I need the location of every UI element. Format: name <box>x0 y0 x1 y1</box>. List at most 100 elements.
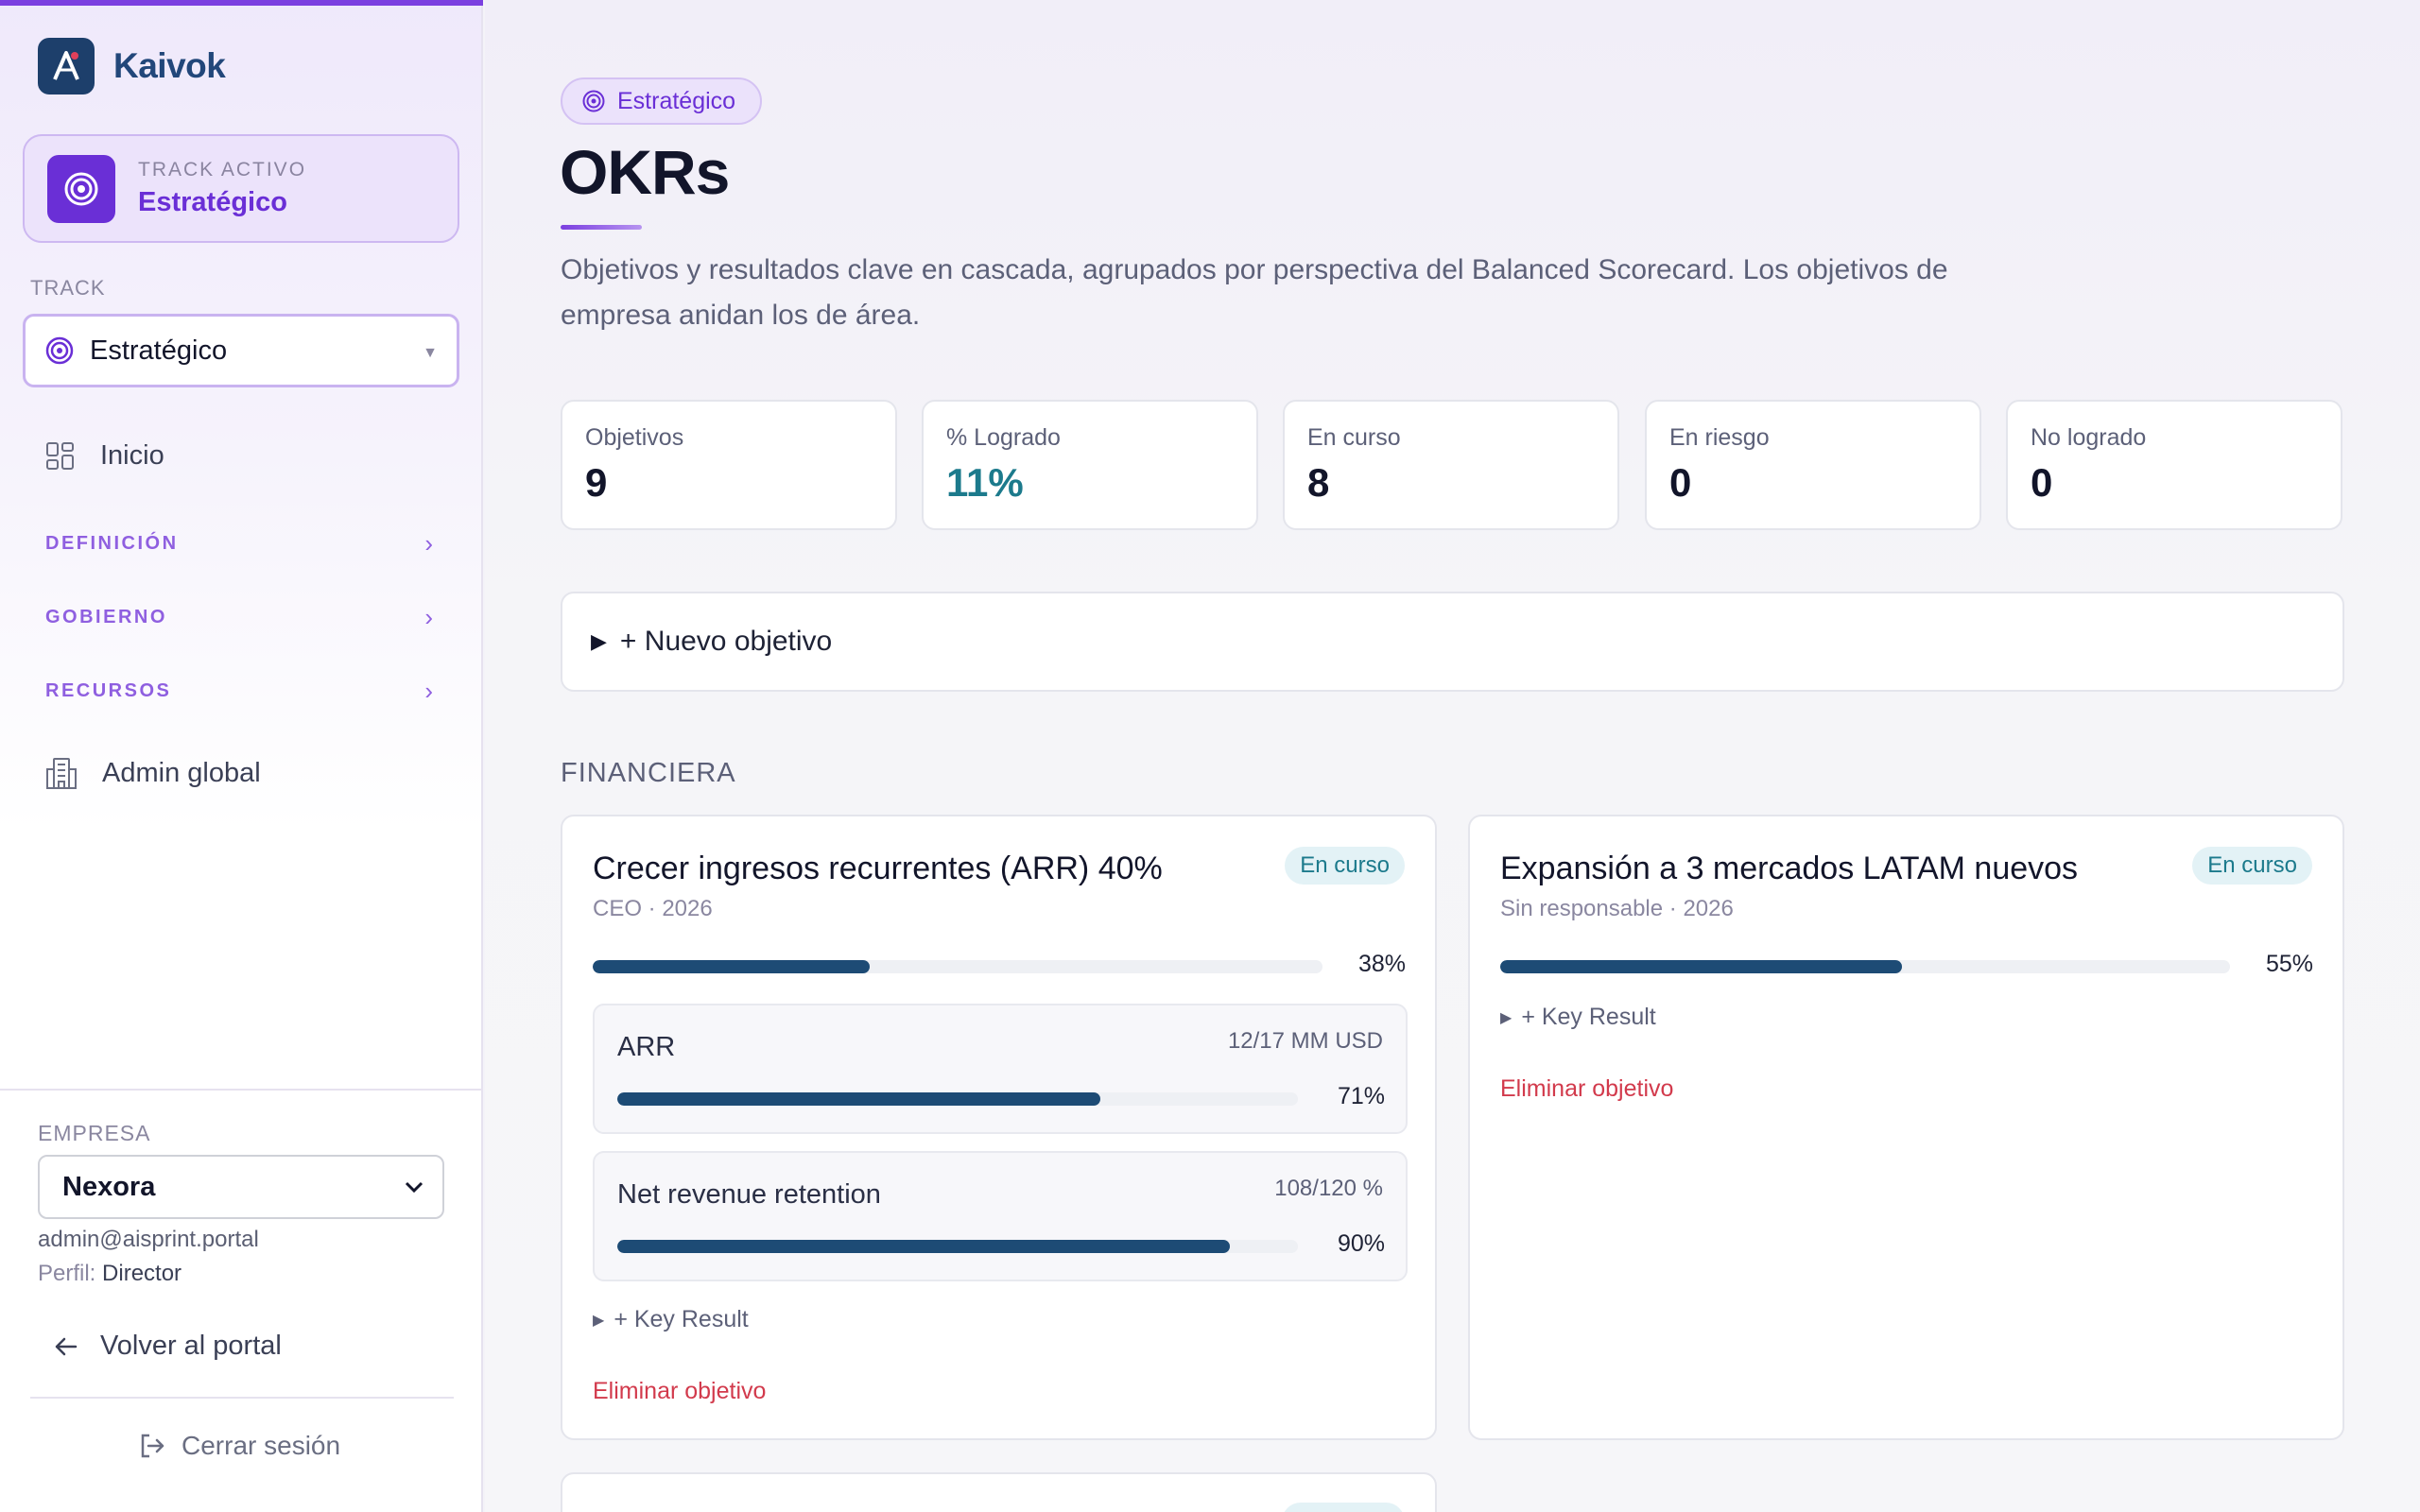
chevron-right-icon: › <box>424 677 433 705</box>
nav-admin-global[interactable]: Admin global <box>45 756 261 790</box>
delete-objective-button[interactable]: Eliminar objetivo <box>1500 1075 1674 1102</box>
kpi-value: 9 <box>585 460 608 505</box>
objective-card-partial <box>561 1472 1437 1512</box>
kpi-card-en-curso: En curso 8 <box>1283 400 1619 530</box>
active-track-value: Estratégico <box>138 187 287 217</box>
status-badge: En curso <box>2192 847 2312 885</box>
objective-progress: 55% <box>1500 949 2313 983</box>
section-heading-financiera: FINANCIERA <box>561 758 736 788</box>
objective-card: Crecer ingresos recurrentes (ARR) 40% En… <box>561 815 1437 1440</box>
user-profile: Perfil: Director <box>38 1261 182 1287</box>
progress-track <box>1500 960 2230 973</box>
back-to-portal-label: Volver al portal <box>100 1331 282 1361</box>
nav-section-definicion[interactable]: DEFINICIÓN › <box>45 529 433 558</box>
active-track-label: TRACK ACTIVO <box>138 159 307 180</box>
company-select-value: Nexora <box>62 1171 156 1202</box>
progress-track <box>593 960 1322 973</box>
user-email: admin@aisprint.portal <box>38 1227 259 1252</box>
kpi-label: Objetivos <box>585 424 684 451</box>
target-icon <box>582 90 605 112</box>
progress-fill <box>617 1240 1230 1253</box>
kpi-value: 11% <box>946 460 1024 505</box>
target-icon <box>47 154 115 223</box>
kpi-value: 8 <box>1307 460 1330 505</box>
progress-track <box>617 1240 1298 1253</box>
logout-button[interactable]: Cerrar sesión <box>138 1431 340 1461</box>
key-result-progress: 71% <box>617 1081 1385 1115</box>
progress-track <box>617 1092 1298 1106</box>
kpi-label: % Logrado <box>946 424 1061 451</box>
brand[interactable]: Kaivok <box>38 38 226 94</box>
logout-icon <box>141 1434 164 1458</box>
dashboard-grid-icon <box>46 441 74 470</box>
caret-right-icon: ▶ <box>591 629 607 653</box>
new-objective-toggle[interactable]: ▶ + Nuevo objetivo <box>561 592 2344 692</box>
key-result-meta: 12/17 MM USD <box>1227 1028 1383 1054</box>
nav-section-label: RECURSOS <box>45 680 172 701</box>
progress-percent: 38% <box>1357 951 1406 977</box>
progress-fill <box>1500 960 1902 973</box>
key-result-meta: 108/120 % <box>1274 1176 1383 1201</box>
kpi-card-en-riesgo: En riesgo 0 <box>1645 400 1981 530</box>
track-select-label: TRACK <box>30 276 106 300</box>
kpi-value: 0 <box>1669 460 1692 505</box>
key-result-progress: 90% <box>617 1228 1385 1263</box>
sidebar: Kaivok TRACK ACTIVO Estratégico TRACK Es… <box>0 0 483 1512</box>
page-title: OKRs <box>560 137 730 207</box>
sidebar-accent-bar <box>0 0 483 6</box>
key-result-item[interactable]: Net revenue retention 108/120 % 90% <box>593 1151 1408 1281</box>
profile-value: Director <box>102 1261 182 1286</box>
delete-objective-button[interactable]: Eliminar objetivo <box>593 1378 767 1404</box>
progress-fill <box>593 960 871 973</box>
progress-percent: 90% <box>1337 1230 1385 1257</box>
brand-name: Kaivok <box>113 46 226 85</box>
kpi-label: En curso <box>1307 424 1401 451</box>
target-icon <box>44 335 75 366</box>
caret-right-icon: ▶ <box>593 1312 605 1329</box>
chevron-down-icon <box>405 1175 424 1199</box>
key-result-name: ARR <box>617 1032 676 1062</box>
track-badge: Estratégico <box>561 77 763 125</box>
caret-right-icon: ▶ <box>1500 1009 1512 1026</box>
objective-title: Crecer ingresos recurrentes (ARR) 40% <box>593 850 1163 886</box>
chevron-down-icon: ▼ <box>423 345 438 361</box>
kaivok-logo-icon <box>38 38 95 94</box>
active-track-card: TRACK ACTIVO Estratégico <box>23 134 459 243</box>
status-badge: En curso <box>1285 847 1405 885</box>
back-to-portal-button[interactable]: Volver al portal <box>53 1331 282 1362</box>
new-objective-label: + Nuevo objetivo <box>619 626 833 657</box>
nav-inicio[interactable]: Inicio <box>45 440 164 472</box>
chevron-right-icon: › <box>424 603 433 631</box>
track-select-value: Estratégico <box>90 335 228 366</box>
progress-percent: 71% <box>1337 1083 1385 1109</box>
kpi-label: No logrado <box>2031 424 2147 451</box>
key-result-item[interactable]: ARR 12/17 MM USD 71% <box>593 1004 1408 1134</box>
nav-section-recursos[interactable]: RECURSOS › <box>45 677 433 706</box>
add-key-result-label: + Key Result <box>614 1306 749 1332</box>
footer-divider <box>30 1397 454 1399</box>
add-key-result-label: + Key Result <box>1521 1004 1656 1030</box>
track-select[interactable]: Estratégico ▼ <box>23 314 459 387</box>
nav-section-label: GOBIERNO <box>45 607 167 627</box>
progress-fill <box>617 1092 1101 1106</box>
nav-inicio-label: Inicio <box>100 440 164 471</box>
sidebar-footer-divider <box>0 1089 483 1091</box>
company-select[interactable]: Nexora <box>38 1155 444 1219</box>
status-badge <box>1282 1503 1405 1512</box>
nav-section-gobierno[interactable]: GOBIERNO › <box>45 603 433 632</box>
profile-label: Perfil: <box>38 1261 96 1286</box>
kpi-card-no-logrado: No logrado 0 <box>2006 400 2342 530</box>
objective-card: Expansión a 3 mercados LATAM nuevos En c… <box>1468 815 2344 1440</box>
kpi-value: 0 <box>2031 460 2053 505</box>
objective-progress: 38% <box>593 949 1406 983</box>
chevron-right-icon: › <box>424 529 433 558</box>
add-key-result-toggle[interactable]: ▶ + Key Result <box>593 1306 749 1333</box>
add-key-result-toggle[interactable]: ▶ + Key Result <box>1500 1004 1656 1031</box>
page-description: Objetivos y resultados clave en cascada,… <box>561 254 1948 331</box>
company-label: EMPRESA <box>38 1121 151 1145</box>
objective-subtitle: CEO · 2026 <box>593 896 713 921</box>
logout-label: Cerrar sesión <box>182 1431 341 1460</box>
nav-admin-label: Admin global <box>102 757 261 788</box>
arrow-left-icon <box>55 1337 78 1355</box>
objective-subtitle: Sin responsable · 2026 <box>1500 896 1734 921</box>
